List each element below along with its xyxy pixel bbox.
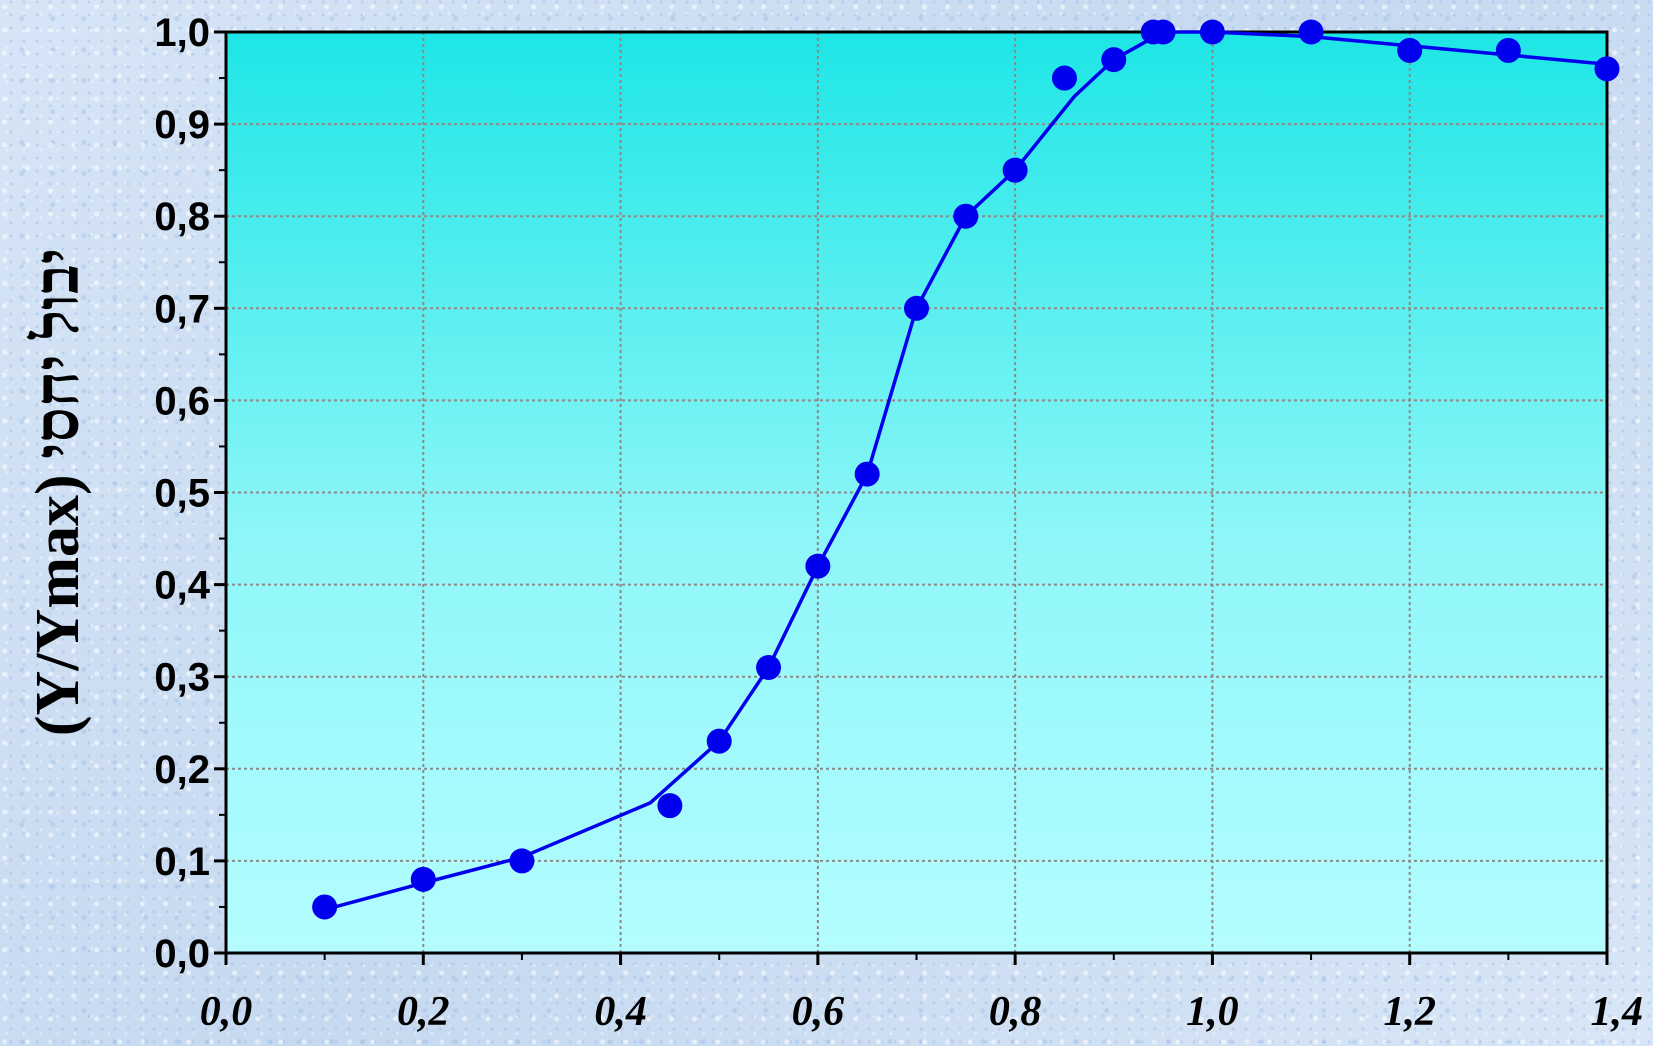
y-tick-label: 0,9 (154, 103, 210, 147)
x-tick-label: 1,4 (1591, 989, 1644, 1035)
y-tick-label: 0,2 (154, 748, 210, 792)
y-tick-label: 0,4 (154, 564, 210, 608)
data-point (1002, 157, 1028, 183)
data-point (1051, 65, 1077, 91)
y-tick-label: 0,0 (154, 932, 210, 976)
x-tick-label: 1,2 (1383, 989, 1436, 1035)
y-tick-label: 0,8 (154, 195, 210, 239)
data-point (1101, 47, 1127, 73)
y-tick-label: 0,6 (154, 379, 210, 423)
data-point (756, 654, 782, 680)
data-point (1495, 37, 1521, 63)
data-point (1199, 19, 1225, 45)
x-tick-label: 1,0 (1186, 989, 1239, 1035)
data-point (410, 866, 436, 892)
y-tick-labels: 0,0 0,1 0,2 0,3 0,4 0,5 0,6 0,7 0,8 0,9 1,0 (154, 11, 210, 976)
x-tick-label: 0,0 (200, 989, 253, 1035)
data-point (805, 553, 831, 579)
x-tick-label: 0,8 (989, 989, 1042, 1035)
data-point (509, 848, 535, 874)
y-tick-label: 0,5 (154, 472, 210, 516)
data-point (706, 728, 732, 754)
x-tick-labels: 0,0 0,2 0,4 0,6 0,8 1,0 1,2 1,4 (200, 989, 1643, 1035)
data-point (1150, 19, 1176, 45)
data-point (854, 461, 880, 487)
data-point (904, 295, 929, 321)
grid (226, 32, 1607, 953)
data-point (1397, 37, 1423, 63)
y-tick-label: 1,0 (154, 11, 210, 55)
y-tick-label: 0,7 (154, 287, 210, 331)
data-series (312, 19, 1620, 920)
data-point (657, 793, 683, 819)
data-point (953, 203, 979, 229)
data-point (312, 894, 338, 920)
x-tick-label: 0,6 (792, 989, 845, 1035)
axes (214, 30, 1609, 965)
y-tick-label: 0,3 (154, 656, 210, 700)
data-point (1298, 19, 1324, 45)
data-point (1594, 56, 1620, 82)
x-tick-label: 0,2 (397, 989, 450, 1035)
x-tick-label: 0,4 (594, 989, 647, 1035)
y-tick-label: 0,1 (154, 840, 210, 884)
y-axis-label: (Y/Ymax) יבול יחסי (24, 248, 92, 736)
